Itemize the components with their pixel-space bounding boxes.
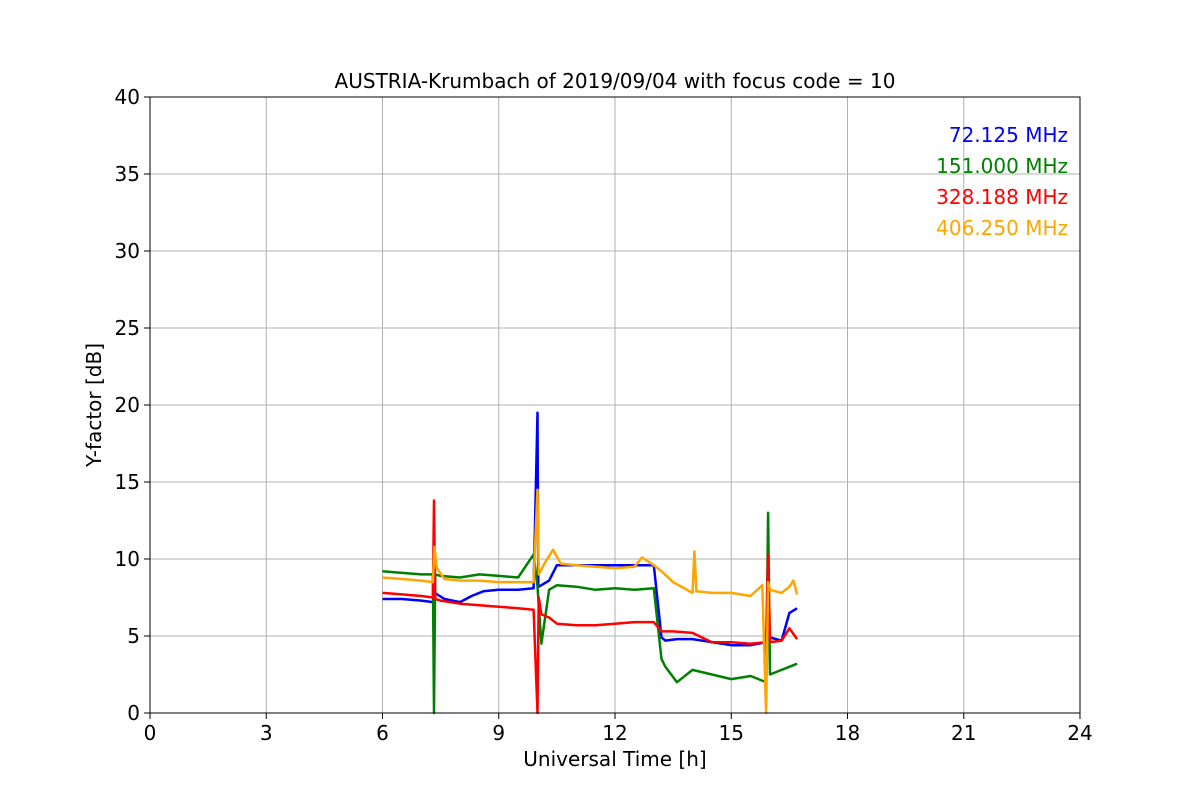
y-tick-label: 0 [127, 701, 140, 725]
legend-entry-3: 406.250 MHz [936, 216, 1068, 240]
y-tick-label: 25 [115, 316, 140, 340]
y-tick-label: 15 [115, 470, 140, 494]
series-line-1 [382, 511, 798, 715]
x-tick-label: 12 [602, 721, 627, 745]
series-line-3 [382, 488, 799, 715]
legend: 72.125 MHz 151.000 MHz 328.188 MHz 406.250 … [936, 123, 1068, 240]
series-layer [382, 411, 799, 715]
legend-entry-0: 72.125 MHz [949, 123, 1068, 147]
y-tick-label: 40 [115, 85, 140, 109]
series-line-0 [382, 411, 798, 647]
axis-ticks: 0 3 6 9 12 15 18 21 24 0 5 10 15 20 25 30 35 40 [115, 85, 1093, 745]
y-tick-label: 20 [115, 393, 140, 417]
x-tick-label: 0 [144, 721, 157, 745]
x-tick-label: 9 [492, 721, 505, 745]
y-tick-label: 30 [115, 239, 140, 263]
x-tick-label: 6 [376, 721, 389, 745]
y-tick-label: 35 [115, 162, 140, 186]
y-tick-label: 10 [115, 547, 140, 571]
x-axis-label: Universal Time [h] [523, 747, 706, 771]
x-tick-label: 24 [1067, 721, 1092, 745]
legend-entry-2: 328.188 MHz [936, 185, 1068, 209]
x-tick-label: 21 [951, 721, 976, 745]
y-axis-label: Y-factor [dB] [82, 343, 106, 468]
x-tick-label: 3 [260, 721, 273, 745]
chart-title: AUSTRIA-Krumbach of 2019/09/04 with focu… [335, 69, 896, 93]
x-tick-label: 18 [835, 721, 860, 745]
series-line-2 [382, 499, 799, 715]
legend-entry-1: 151.000 MHz [936, 154, 1068, 178]
x-tick-label: 15 [719, 721, 744, 745]
y-tick-label: 5 [127, 624, 140, 648]
